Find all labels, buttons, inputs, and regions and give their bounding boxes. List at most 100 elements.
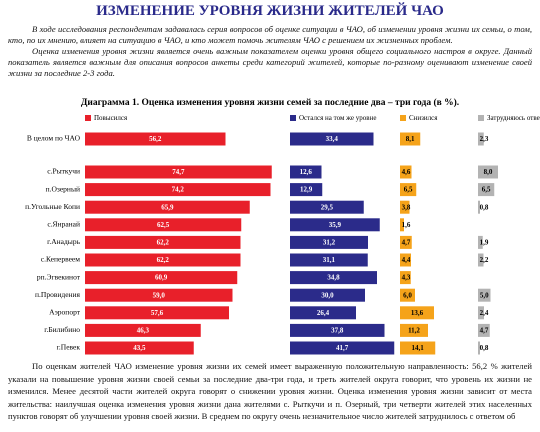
bar [400, 218, 404, 232]
bar [290, 271, 377, 285]
data-label: 13,6 [411, 309, 424, 317]
bar [290, 235, 368, 249]
chart: Диаграмма 1. Оценка изменения уровня жиз… [25, 97, 540, 355]
data-label: 56,2 [149, 135, 162, 143]
data-label: 1,6 [402, 221, 411, 229]
data-label: 41,7 [336, 344, 349, 352]
bar [400, 323, 428, 337]
bar [478, 288, 491, 302]
bar [85, 288, 233, 302]
data-label: 5,0 [480, 291, 489, 299]
data-label: 12,6 [300, 168, 313, 176]
bar [478, 306, 484, 320]
bar [85, 183, 271, 197]
data-label: 35,9 [329, 221, 342, 229]
data-label: 0,8 [480, 203, 489, 211]
page-title: ИЗМЕНЕНИЕ УРОВНЯ ЖИЗНИ ЖИТЕЛЕЙ ЧАО [96, 3, 444, 19]
data-label: 12,9 [300, 186, 313, 194]
legend-swatch [400, 115, 406, 121]
data-label: 46,3 [137, 327, 150, 335]
data-label: 74,7 [172, 168, 185, 176]
legend-swatch [85, 115, 91, 121]
bar [85, 235, 241, 249]
data-label: 1,9 [480, 239, 489, 247]
data-label: 4,6 [402, 168, 411, 176]
paragraph: В ходе исследования респондентам задавал… [8, 24, 532, 45]
bar [400, 341, 436, 355]
data-label: 26,4 [317, 309, 330, 317]
intro: В ходе исследования респондентам задавал… [8, 24, 532, 79]
bar [290, 288, 365, 302]
category-label: с.Кепервеем [41, 255, 80, 264]
data-label: 60,9 [155, 274, 168, 282]
category-label: п.Провидения [35, 290, 81, 299]
bar [400, 271, 411, 285]
paragraph: Оценка изменения уровня жизни является о… [8, 46, 532, 78]
bar [85, 200, 250, 214]
data-label: 3,8 [402, 203, 411, 211]
bar [85, 271, 238, 285]
bar [85, 306, 229, 320]
data-label: 8,1 [406, 135, 415, 143]
data-label: 43,5 [133, 344, 146, 352]
data-label: 4,7 [402, 239, 411, 247]
data-label: 2,4 [480, 309, 489, 317]
data-label: 59,0 [153, 291, 166, 299]
bar [400, 235, 412, 249]
bar [400, 288, 415, 302]
category-label: г.Билибино [44, 325, 80, 334]
bar [290, 200, 364, 214]
data-label: 4,7 [480, 327, 489, 335]
data-label: 33,4 [326, 135, 339, 143]
data-label: 0,8 [480, 344, 489, 352]
bar [290, 341, 395, 355]
data-label: 4,4 [402, 256, 411, 264]
paragraph: По оценкам жителей ЧАО изменение уровня … [8, 361, 532, 421]
legend-label: Повысился [94, 114, 128, 122]
bar [290, 323, 385, 337]
data-label: 31,1 [323, 256, 336, 264]
legend-label: Остался на том же уровне [299, 114, 376, 122]
category-label: рп.Эгвекинот [37, 272, 81, 281]
category-label: В целом по ЧАО [27, 134, 81, 143]
legend-swatch [478, 115, 484, 121]
bar [400, 132, 421, 146]
bar [478, 132, 484, 146]
category-label: с.Янранай [47, 220, 80, 229]
data-label: 37,8 [331, 327, 344, 335]
data-label: 29,5 [321, 203, 334, 211]
bar [290, 132, 374, 146]
bar [290, 306, 356, 320]
bar [290, 183, 323, 197]
legend-label: Затрудняюсь ответить [487, 114, 540, 122]
data-label: 65,9 [161, 203, 174, 211]
data-label: 2,3 [480, 135, 489, 143]
bar [290, 253, 368, 267]
data-label: 74,2 [172, 186, 185, 194]
bar [478, 341, 480, 355]
data-label: 6,5 [482, 186, 491, 194]
bar [478, 253, 484, 267]
bar [85, 323, 201, 337]
bar [290, 165, 322, 179]
data-label: 2,2 [480, 256, 489, 264]
category-label: Аэропорт [49, 308, 81, 317]
bar [85, 165, 272, 179]
bar [400, 306, 434, 320]
bar [85, 218, 242, 232]
category-label: г.Певек [57, 343, 81, 352]
category-label: с.Рыткучи [47, 167, 80, 176]
legend-label: Снизился [409, 114, 438, 122]
category-label: г.Анадырь [47, 237, 80, 246]
bar [290, 218, 380, 232]
data-label: 30,0 [321, 291, 334, 299]
bar [400, 165, 412, 179]
bar [478, 183, 495, 197]
category-label: п.Озерный [46, 184, 80, 193]
bar [85, 132, 226, 146]
bar [478, 235, 483, 249]
data-label: 62,2 [157, 239, 170, 247]
bar [85, 341, 194, 355]
data-label: 14,1 [412, 344, 425, 352]
